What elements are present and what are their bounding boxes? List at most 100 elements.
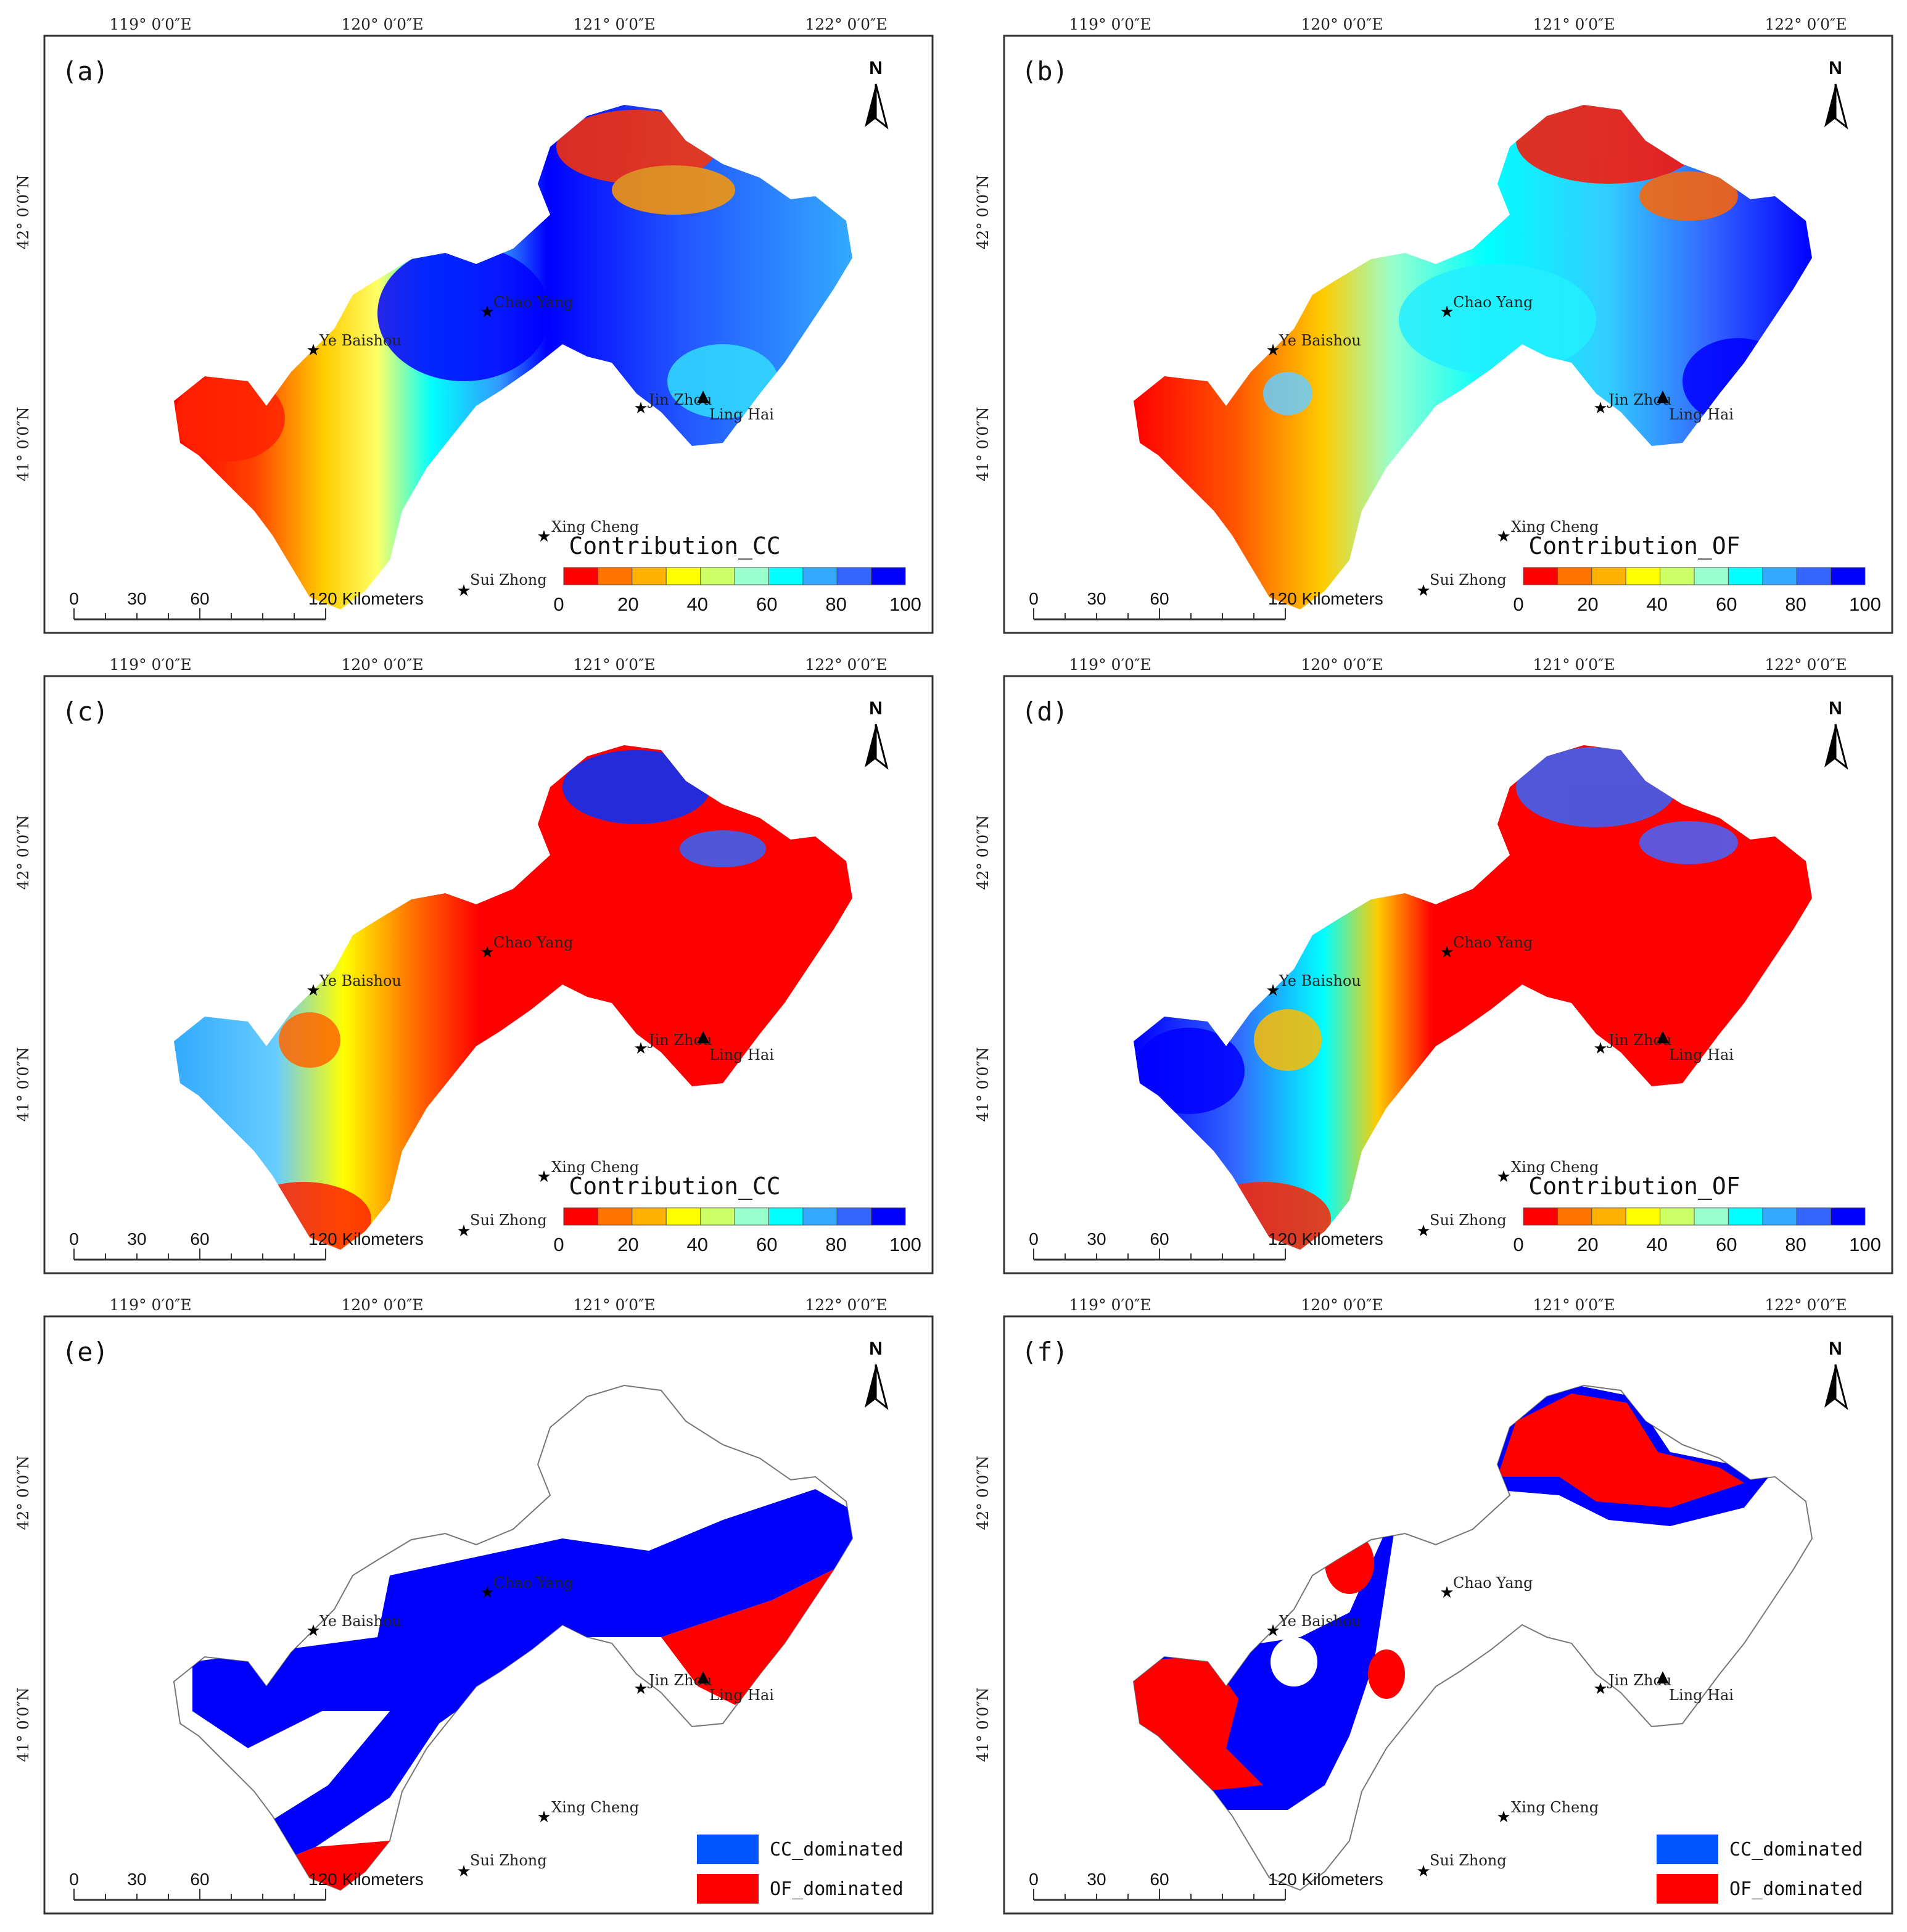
legend-swatch xyxy=(1831,567,1866,585)
city-marker-icon: ★ xyxy=(480,303,494,321)
legend-swatch xyxy=(665,567,701,585)
longitude-label: 122° 0′0″E xyxy=(805,656,887,674)
panel-label: (a) xyxy=(62,56,109,86)
legend-tick: 60 xyxy=(756,1234,777,1255)
contribution-zone xyxy=(1639,821,1738,864)
legend-swatch xyxy=(1557,567,1592,585)
longitude-label: 122° 0′0″E xyxy=(805,15,887,33)
city-marker-icon: ★ xyxy=(1266,341,1280,360)
legend-swatch xyxy=(1523,1207,1558,1226)
city-label: Sui Zhong xyxy=(470,571,547,588)
scale-bar-tick: 60 xyxy=(1150,1870,1169,1889)
legend-swatch xyxy=(632,1207,667,1226)
city-marker-icon: ★ xyxy=(1266,981,1280,1000)
latitude-label: 41° 0′0″N xyxy=(14,1047,32,1122)
city-label: Ye Baishou xyxy=(1279,332,1361,349)
legend-swatch xyxy=(632,567,667,585)
north-label: N xyxy=(869,58,883,78)
city-marker-icon: ★ xyxy=(306,341,320,360)
scale-bar-tick: 60 xyxy=(1150,589,1169,608)
legend-tick: 20 xyxy=(1577,593,1598,615)
longitude-label: 120° 0′0″E xyxy=(341,1296,423,1314)
legend-swatch xyxy=(802,567,838,585)
contribution-zone xyxy=(1134,1028,1245,1114)
legend-title: Contribution_CC xyxy=(569,1173,780,1200)
longitude-label: 119° 0′0″E xyxy=(1069,656,1151,674)
legend-swatch xyxy=(1523,567,1558,585)
city-marker-icon: ★ xyxy=(633,1680,648,1698)
contribution-legend: Contribution_CC 0 20 40 60 80 100 xyxy=(553,1173,921,1255)
panel-label: (e) xyxy=(62,1337,109,1367)
north-arrow-icon: N xyxy=(1824,1339,1848,1410)
of-dominated-zone xyxy=(661,1563,846,1705)
north-arrow-icon: N xyxy=(865,58,889,130)
scale-bar-tick: 0 xyxy=(69,1870,79,1889)
legend-swatch xyxy=(1796,1207,1832,1226)
legend-swatch xyxy=(1591,1207,1626,1226)
latitude-label: 42° 0′0″N xyxy=(974,175,992,250)
longitude-label: 121° 0′0″E xyxy=(573,656,655,674)
city-label: Ling Hai xyxy=(709,406,774,423)
legend-swatch xyxy=(563,1207,598,1226)
latitude-label: 41° 0′0″N xyxy=(974,1047,992,1122)
north-label: N xyxy=(869,698,883,719)
city-marker-icon: ▲ xyxy=(697,1667,709,1686)
legend-tick: 100 xyxy=(889,593,921,615)
city-marker-icon: ★ xyxy=(480,1583,494,1602)
city-marker-icon: ★ xyxy=(1593,1039,1607,1058)
city-label: Sui Zhong xyxy=(1430,571,1507,588)
legend-tick: 20 xyxy=(617,1234,638,1255)
legend-swatch xyxy=(700,567,735,585)
legend-tick: 100 xyxy=(1849,1234,1881,1255)
legend-swatch xyxy=(1728,1207,1763,1226)
legend-swatch xyxy=(700,1207,735,1226)
city-marker-icon: ★ xyxy=(1440,943,1454,962)
city-label: Ye Baishou xyxy=(319,1612,402,1630)
contribution-zone xyxy=(562,750,710,824)
scale-bar-end-label: 120 Kilometers xyxy=(308,1229,424,1249)
city-marker-icon: ▲ xyxy=(1657,387,1669,405)
city-label: Sui Zhong xyxy=(470,1212,547,1229)
city-marker-icon: ★ xyxy=(1593,399,1607,418)
legend-tick: 80 xyxy=(1785,593,1806,615)
panel-label: (b) xyxy=(1021,56,1068,86)
north-label: N xyxy=(1829,58,1842,78)
scale-bar: 0 30 60 120 Kilometers xyxy=(1029,1229,1383,1261)
city-marker-icon: ★ xyxy=(456,582,471,600)
city-label: Xing Cheng xyxy=(551,1799,639,1816)
longitude-label: 121° 0′0″E xyxy=(1533,15,1615,33)
north-label: N xyxy=(1829,1339,1842,1359)
scale-bar-end-label: 120 Kilometers xyxy=(1268,1870,1383,1889)
scale-bar-tick: 60 xyxy=(190,589,209,608)
city-marker-icon: ★ xyxy=(1416,1862,1430,1881)
scale-bar-tick: 30 xyxy=(1087,589,1106,608)
city-marker-icon: ★ xyxy=(480,943,494,962)
panel-5: 119° 0′0″E 120° 0′0″E 121° 0′0″E 122° 0′0″E… xyxy=(974,1296,1893,1915)
latitude-label: 42° 0′0″N xyxy=(14,815,32,890)
legend-swatch xyxy=(1762,567,1797,585)
scale-bar-tick: 60 xyxy=(190,1229,209,1249)
city-marker-icon: ★ xyxy=(1440,1583,1454,1602)
legend-tick: 0 xyxy=(1513,1234,1523,1255)
legend-swatch xyxy=(1625,567,1661,585)
city-label: Ling Hai xyxy=(709,1686,774,1704)
scale-bar-end-label: 120 Kilometers xyxy=(1268,1229,1383,1249)
of-dominated-zone xyxy=(1368,1649,1405,1699)
scale-bar-tick: 0 xyxy=(69,589,79,608)
contribution-zone xyxy=(680,830,766,867)
legend-swatch xyxy=(1694,1207,1729,1226)
legend-tick: 40 xyxy=(1647,1234,1668,1255)
legend-title: Contribution_OF xyxy=(1528,532,1740,560)
scale-bar: 0 30 60 120 Kilometers xyxy=(1029,589,1383,621)
contribution-legend: Contribution_OF 0 20 40 60 80 100 xyxy=(1513,532,1880,615)
scale-bar-end-label: 120 Kilometers xyxy=(308,1870,424,1889)
legend-label: OF_dominated xyxy=(770,1878,904,1900)
study-area-map xyxy=(1134,105,1812,609)
longitude-label: 121° 0′0″E xyxy=(573,15,655,33)
panel-label: (d) xyxy=(1021,696,1068,727)
latitude-label: 41° 0′0″N xyxy=(14,407,32,482)
city-marker-icon: ▲ xyxy=(697,1027,709,1046)
legend-label: CC_dominated xyxy=(770,1839,904,1860)
scale-bar-tick: 30 xyxy=(127,1870,146,1889)
legend-tick: 0 xyxy=(553,1234,564,1255)
